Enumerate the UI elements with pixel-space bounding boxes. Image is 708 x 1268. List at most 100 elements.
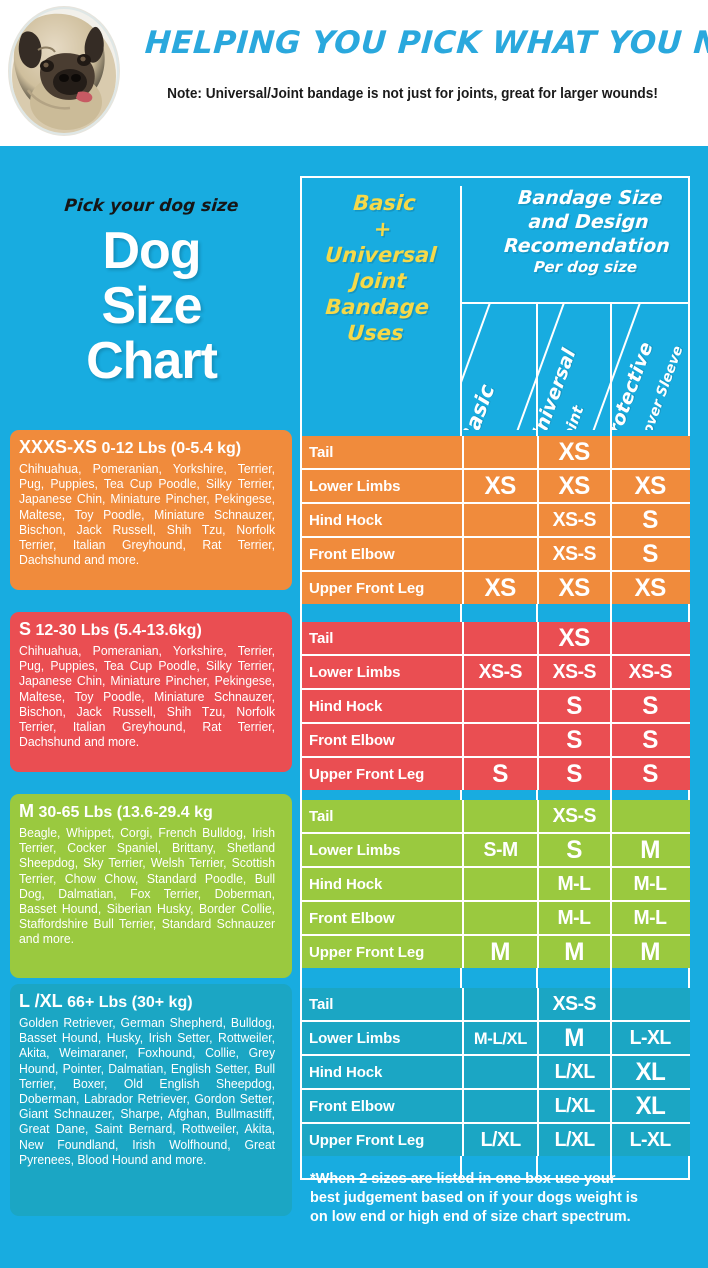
cell-universal: XS xyxy=(539,572,612,604)
cell-basic xyxy=(464,436,539,468)
banner-title: HELPING YOU PICK WHAT YOU NEED xyxy=(143,25,708,61)
table-row: Front Elbow L/XL XL xyxy=(302,1090,690,1124)
mid-head-line-3: Joint xyxy=(351,269,408,293)
cell-basic xyxy=(464,504,539,536)
cell-value: M-L xyxy=(633,872,667,895)
cell-universal: XS-S xyxy=(539,538,612,570)
table-row: Hind Hock XS-S S xyxy=(302,504,690,538)
cell-value: M xyxy=(640,835,660,864)
cell-universal: XS-S xyxy=(539,656,612,688)
cell-value: XS xyxy=(558,471,591,500)
cell-protective: L-XL xyxy=(612,1022,688,1054)
cell-universal: L/XL xyxy=(539,1124,612,1156)
cell-value: XS xyxy=(484,471,517,500)
size-block-m: M 30-65 Lbs (13.6-29.4 kg Beagle, Whippe… xyxy=(10,794,292,978)
right-head-sub: Per dog size xyxy=(533,258,638,276)
table-row: Hind Hock M-L M-L xyxy=(302,868,690,902)
cell-universal: L/XL xyxy=(539,1056,612,1088)
cell-basic: XS-S xyxy=(464,656,539,688)
cell-universal: XS-S xyxy=(539,988,612,1020)
pug-photo xyxy=(8,6,120,136)
cell-protective: S xyxy=(612,724,688,756)
size-block-xxxs-xs: XXXS-XS 0-12 Lbs (0-5.4 kg) Chihuahua, P… xyxy=(10,430,292,590)
cell-value: M xyxy=(640,937,660,966)
size-block-header: L /XL 66+ Lbs (30+ kg) xyxy=(19,991,283,1013)
cell-protective xyxy=(612,622,688,654)
cell-value: M-L xyxy=(557,872,592,895)
row-label: Upper Front Leg xyxy=(302,758,464,790)
cell-basic xyxy=(464,690,539,722)
cell-value: M-L xyxy=(557,906,592,929)
cell-basic xyxy=(464,902,539,934)
table-group-xxxs-xs: Tail XS Lower Limbs XS XS XS Hind Hock XS-S S Fro… xyxy=(302,436,690,604)
cell-protective: XL xyxy=(612,1090,688,1122)
mid-head-line-0: Basic xyxy=(352,191,417,215)
table-group-m: Tail XS-S Lower Limbs S-M S M Hind Hock M-L M-L F… xyxy=(302,800,690,968)
cell-value: XS-S xyxy=(552,542,597,565)
cell-value: M xyxy=(490,937,511,966)
table-group-s: Tail XS Lower Limbs XS-S XS-S XS-S Hind Hock S S… xyxy=(302,622,690,790)
cell-value: XS-S xyxy=(552,660,597,683)
cell-protective: M xyxy=(612,834,688,866)
row-label: Upper Front Leg xyxy=(302,936,464,968)
cell-value: L/XL xyxy=(554,1094,595,1117)
cell-protective: S xyxy=(612,538,688,570)
pug-photo-illustration xyxy=(9,7,119,135)
row-label: Upper Front Leg xyxy=(302,1124,464,1156)
cell-value: XL xyxy=(635,1057,665,1086)
page-title-line2: Size xyxy=(101,277,202,335)
size-weight: 66+ Lbs xyxy=(67,994,128,1011)
cell-protective xyxy=(612,800,688,832)
cell-basic xyxy=(464,622,539,654)
cell-universal: L/XL xyxy=(539,1090,612,1122)
cell-protective: XS-S xyxy=(612,656,688,688)
table-row: Tail XS xyxy=(302,622,690,656)
right-head-line3: Recomendation xyxy=(503,235,671,257)
cell-protective: M-L xyxy=(612,902,688,934)
header-banner: HELPING YOU PICK WHAT YOU NEED Note: Uni… xyxy=(0,0,708,146)
cell-protective: XS xyxy=(612,572,688,604)
size-kg: (13.6-29.4 kg xyxy=(116,804,213,821)
cell-value: S xyxy=(566,691,583,720)
size-kg: (0-5.4 kg) xyxy=(170,440,242,457)
cell-value: S xyxy=(642,759,658,788)
cell-universal: M xyxy=(539,936,612,968)
breed-list: Chihuahua, Pomeranian, Yorkshire, Terrie… xyxy=(19,462,276,568)
cell-value: L/XL xyxy=(480,1128,521,1151)
cell-value: S xyxy=(642,505,658,534)
cell-universal: S xyxy=(539,690,612,722)
cell-basic xyxy=(464,724,539,756)
cell-value: L-XL xyxy=(629,1128,671,1151)
cell-value: S-M xyxy=(483,838,518,861)
cell-value: XS-S xyxy=(552,992,597,1015)
row-label: Lower Limbs xyxy=(302,656,464,688)
cell-universal: XS-S xyxy=(539,800,612,832)
breed-list: Chihuahua, Pomeranian, Yorkshire, Terrie… xyxy=(19,644,276,750)
mid-head-line-4: Bandage xyxy=(324,295,430,319)
bandage-recommendation-header: Bandage Size and Design Recomendation Pe… xyxy=(467,186,708,277)
row-label: Front Elbow xyxy=(302,724,464,756)
size-weight: 12-30 Lbs xyxy=(35,622,110,639)
cell-value: S xyxy=(642,725,658,754)
footnote: *When 2 sizes are listed in one box use … xyxy=(310,1171,638,1225)
mid-head-line-2: Universal xyxy=(324,243,438,267)
cell-value: XS xyxy=(558,623,591,652)
table-rule-bottom xyxy=(300,1178,690,1180)
table-row: Upper Front Leg XS XS XS xyxy=(302,572,690,604)
cell-protective: S xyxy=(612,504,688,536)
cell-basic: L/XL xyxy=(464,1124,539,1156)
size-block-header: M 30-65 Lbs (13.6-29.4 kg xyxy=(19,801,283,823)
cell-protective: M xyxy=(612,936,688,968)
size-kg: (30+ kg) xyxy=(131,994,193,1011)
cell-universal: S xyxy=(539,724,612,756)
right-head-line2: and Design xyxy=(527,211,650,233)
size-block-s: S 12-30 Lbs (5.4-13.6kg) Chihuahua, Pome… xyxy=(10,612,292,772)
row-label: Tail xyxy=(302,622,464,654)
cell-value: XS xyxy=(634,573,666,602)
cell-basic xyxy=(464,1090,539,1122)
diagonal-column-headers: Basic Universal Joint Protective cover S… xyxy=(462,302,690,430)
cell-value: XL xyxy=(635,1091,665,1120)
breed-list: Beagle, Whippet, Corgi, French Bulldog, … xyxy=(19,826,276,947)
table-row: Upper Front Leg S S S xyxy=(302,758,690,790)
size-code: XXXS-XS xyxy=(19,437,98,457)
